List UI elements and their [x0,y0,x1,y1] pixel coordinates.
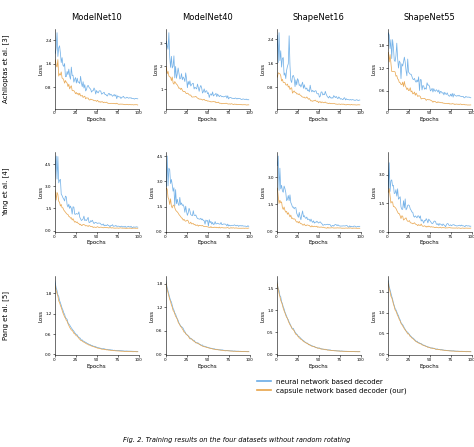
Y-axis label: Loss: Loss [261,186,266,198]
X-axis label: Epochs: Epochs [198,240,218,245]
Y-axis label: Loss: Loss [372,63,377,75]
X-axis label: Epochs: Epochs [420,117,439,122]
Text: Yang et al. [4]: Yang et al. [4] [2,168,9,216]
Text: ModelNet10: ModelNet10 [71,13,122,22]
Text: ModelNet40: ModelNet40 [182,13,233,22]
Y-axis label: Loss: Loss [39,310,44,321]
X-axis label: Epochs: Epochs [309,117,328,122]
Y-axis label: Loss: Loss [372,186,377,198]
Text: Achlioptas et al. [3]: Achlioptas et al. [3] [2,34,9,103]
Y-axis label: Loss: Loss [261,310,266,321]
Text: ShapeNet55: ShapeNet55 [404,13,456,22]
X-axis label: Epochs: Epochs [87,363,106,368]
Y-axis label: Loss: Loss [39,63,44,75]
X-axis label: Epochs: Epochs [420,240,439,245]
Y-axis label: Loss: Loss [154,63,159,75]
X-axis label: Epochs: Epochs [87,117,106,122]
Y-axis label: Loss: Loss [372,310,377,321]
X-axis label: Epochs: Epochs [198,363,218,368]
X-axis label: Epochs: Epochs [309,363,328,368]
Y-axis label: Loss: Loss [39,186,44,198]
Text: Fig. 2. Training results on the four datasets without random rotating: Fig. 2. Training results on the four dat… [123,436,351,443]
Y-axis label: Loss: Loss [150,310,155,321]
X-axis label: Epochs: Epochs [309,240,328,245]
Text: Pang et al. [5]: Pang et al. [5] [2,291,9,340]
X-axis label: Epochs: Epochs [198,117,218,122]
Y-axis label: Loss: Loss [261,63,266,75]
X-axis label: Epochs: Epochs [87,240,106,245]
Text: ShapeNet16: ShapeNet16 [292,13,345,22]
Y-axis label: Loss: Loss [150,186,155,198]
X-axis label: Epochs: Epochs [420,363,439,368]
Legend: neural network based decoder, capsule network based decoder (our): neural network based decoder, capsule ne… [254,376,410,396]
